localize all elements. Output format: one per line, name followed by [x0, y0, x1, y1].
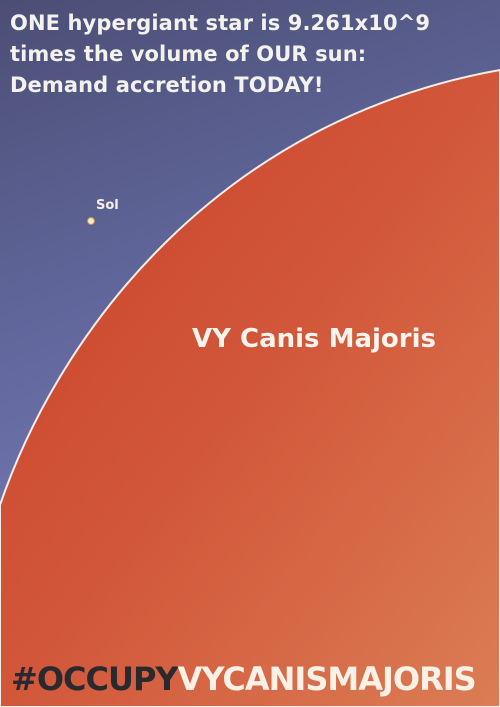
- star-label: VY Canis Majoris: [192, 324, 436, 354]
- hashtag-prefix: #OCCUPY: [11, 660, 179, 698]
- hashtag: #OCCUPYVYCANISMAJORIS: [11, 659, 477, 699]
- headline: ONE hypergiant star is 9.261x10^9 times …: [10, 8, 490, 101]
- headline-line-3: Demand accretion TODAY!: [10, 73, 324, 97]
- sol-label: Sol: [96, 198, 119, 213]
- hashtag-suffix: VYCANISMAJORIS: [177, 660, 477, 698]
- star-body: [0, 68, 500, 707]
- sol-icon: [87, 217, 95, 225]
- headline-line-2: times the volume of OUR sun:: [10, 42, 367, 66]
- headline-line-1: ONE hypergiant star is 9.261x10^9: [10, 11, 431, 35]
